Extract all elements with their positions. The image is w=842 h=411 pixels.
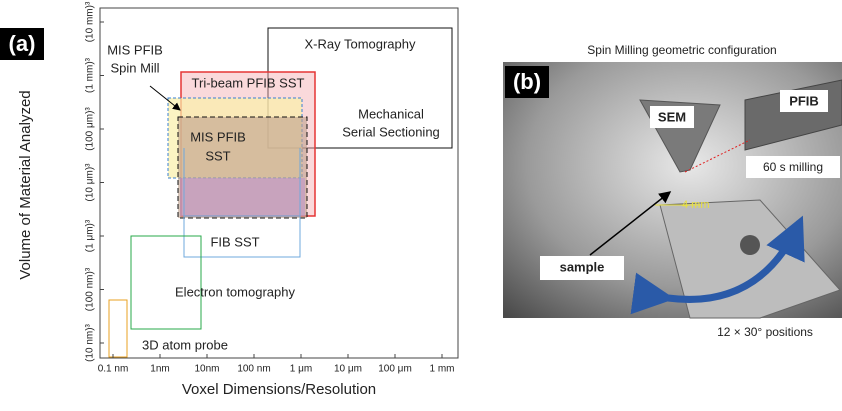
y-tick-label: (1 μm)³ xyxy=(85,219,96,252)
y-tick-label: (100 μm)³ xyxy=(85,107,96,151)
milling-label: 60 s milling xyxy=(763,160,823,174)
x-tick-label: 100 μm xyxy=(378,364,412,375)
y-ticks: (10 nm)³ (100 nm)³ (1 μm)³ (10 μm)³ (100 μm)… xyxy=(85,1,104,362)
panel-label: (a) xyxy=(9,31,36,56)
x-tick-label: 10 μm xyxy=(334,364,362,375)
region-label: Spin Mill xyxy=(110,60,159,75)
region-label: Mechanical xyxy=(358,106,424,121)
region-label: SST xyxy=(205,148,230,163)
region-box xyxy=(131,236,201,329)
region-label: Serial Sectioning xyxy=(342,124,440,139)
figure: (a) Volume of Material Analyzed Voxel Di… xyxy=(0,0,842,406)
region-label: MIS PFIB xyxy=(107,42,163,57)
x-tick-label: 100 nm xyxy=(237,364,270,375)
x-tick-label: 1 mm xyxy=(430,364,455,375)
region-label: Tri-beam PFIB SST xyxy=(192,75,305,90)
region-box xyxy=(109,300,127,357)
x-tick-label: 10nm xyxy=(194,364,219,375)
panel-b: Spin Milling geometric configuration (b)… xyxy=(503,43,842,339)
y-tick-label: (10 nm)³ xyxy=(85,323,96,361)
region-label: 3D atom probe xyxy=(142,337,228,352)
scale-label: 4 mm xyxy=(682,199,710,211)
sample-label: sample xyxy=(560,259,605,274)
region-label: X-Ray Tomography xyxy=(304,36,416,51)
screw xyxy=(740,235,760,255)
x-tick-label: 1 μm xyxy=(290,364,312,375)
pfib-label: PFIB xyxy=(789,93,819,108)
region-label: MIS PFIB xyxy=(190,129,246,144)
y-tick-label: (10 μm)³ xyxy=(85,163,96,202)
sem-label: SEM xyxy=(658,109,686,124)
caption: Spin Milling geometric configuration xyxy=(587,43,776,57)
region-label: FIB SST xyxy=(210,234,259,249)
x-ticks: 0.1 nm 1nm 10nm 100 nm 1 μm 10 μm 100 μm 1 mm xyxy=(98,354,455,375)
positions-label: 12 × 30° positions xyxy=(717,325,813,339)
panel-label: (b) xyxy=(513,69,541,94)
panel-a: (a) Volume of Material Analyzed Voxel Di… xyxy=(0,1,458,398)
y-tick-label: (100 nm)³ xyxy=(85,267,96,311)
region-box xyxy=(180,178,305,216)
x-tick-label: 1nm xyxy=(150,364,169,375)
region-label: Electron tomography xyxy=(175,284,295,299)
x-tick-label: 0.1 nm xyxy=(98,364,129,375)
y-tick-label: (1 mm)³ xyxy=(85,57,96,93)
y-axis-label: Volume of Material Analyzed xyxy=(17,90,34,279)
x-axis-label: Voxel Dimensions/Resolution xyxy=(182,381,376,398)
y-tick-label: (10 mm)³ xyxy=(85,1,96,42)
